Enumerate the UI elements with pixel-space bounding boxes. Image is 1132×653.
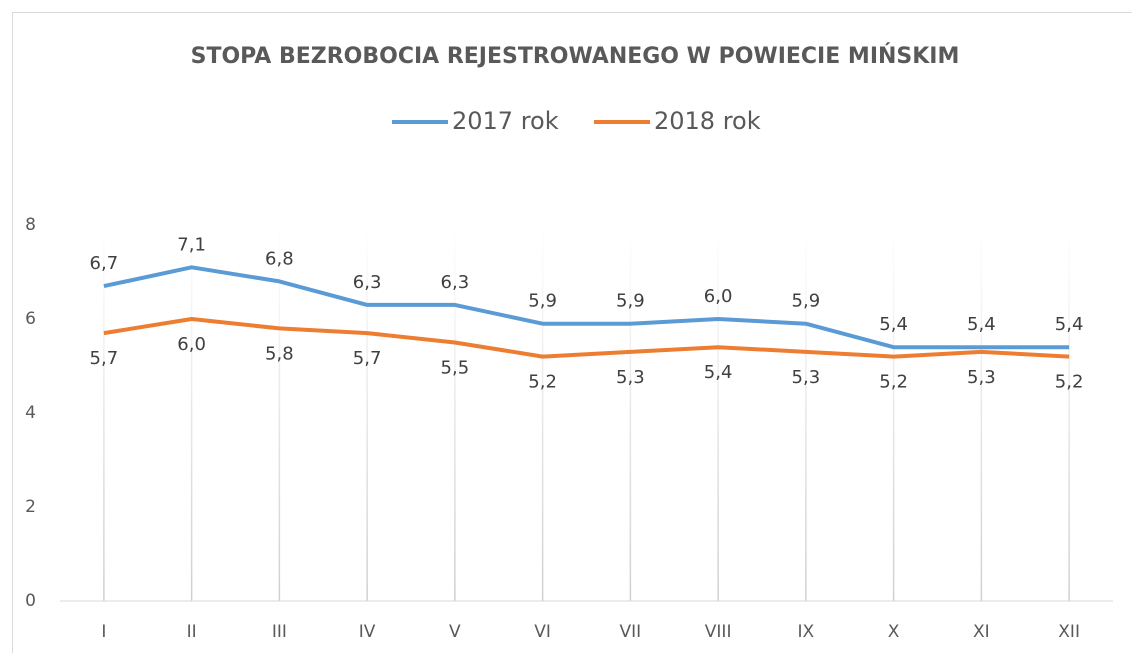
data-label: 6,8 <box>265 248 294 269</box>
data-label: 5,3 <box>792 367 821 388</box>
data-label: 7,1 <box>177 234 206 255</box>
data-label: 5,4 <box>704 362 733 383</box>
data-label: 6,7 <box>90 253 119 274</box>
x-tick-label: VIII <box>705 622 732 642</box>
x-tick-label: II <box>187 622 197 642</box>
chart-border <box>12 12 1132 653</box>
chart-title: STOPA BEZROBOCIA REJESTROWANEGO W POWIEC… <box>191 43 960 69</box>
x-tick-label: X <box>888 622 900 642</box>
series-line <box>103 317 1070 359</box>
y-tick-label: 4 <box>25 403 36 423</box>
series-line <box>103 265 1070 350</box>
data-label: 5,3 <box>967 367 996 388</box>
data-label: 5,7 <box>90 348 119 369</box>
x-tick-label: I <box>101 622 106 642</box>
x-tick-label: VI <box>534 622 551 642</box>
data-label: 5,7 <box>353 348 382 369</box>
x-tick-label: IX <box>798 622 815 642</box>
data-label: 5,2 <box>879 372 908 393</box>
y-tick-label: 6 <box>25 309 36 329</box>
legend-label: 2018 rok <box>654 107 761 135</box>
x-tick-label: XI <box>973 622 990 642</box>
y-tick-label: 2 <box>25 497 36 517</box>
x-tick-label: VII <box>620 622 642 642</box>
data-label: 6,3 <box>441 272 470 293</box>
data-label: 6,0 <box>704 286 733 307</box>
data-label: 5,3 <box>616 367 645 388</box>
x-tick-label: XII <box>1058 622 1080 642</box>
legend-label: 2017 rok <box>452 107 559 135</box>
data-label: 5,9 <box>616 291 645 312</box>
data-label: 5,2 <box>1055 372 1084 393</box>
data-label: 6,3 <box>353 272 382 293</box>
y-tick-label: 8 <box>25 215 36 235</box>
data-label: 5,8 <box>265 343 294 364</box>
x-tick-label: V <box>449 622 461 642</box>
data-label: 5,4 <box>967 314 996 335</box>
data-label: 5,5 <box>441 358 470 379</box>
x-tick-label: III <box>272 622 287 642</box>
data-label: 5,4 <box>1055 314 1084 335</box>
x-tick-label: IV <box>359 622 376 642</box>
data-label: 5,9 <box>792 291 821 312</box>
data-label: 6,0 <box>177 334 206 355</box>
data-label: 5,4 <box>879 314 908 335</box>
data-label: 5,9 <box>528 291 557 312</box>
data-label: 5,2 <box>528 372 557 393</box>
y-tick-label: 0 <box>25 591 36 611</box>
